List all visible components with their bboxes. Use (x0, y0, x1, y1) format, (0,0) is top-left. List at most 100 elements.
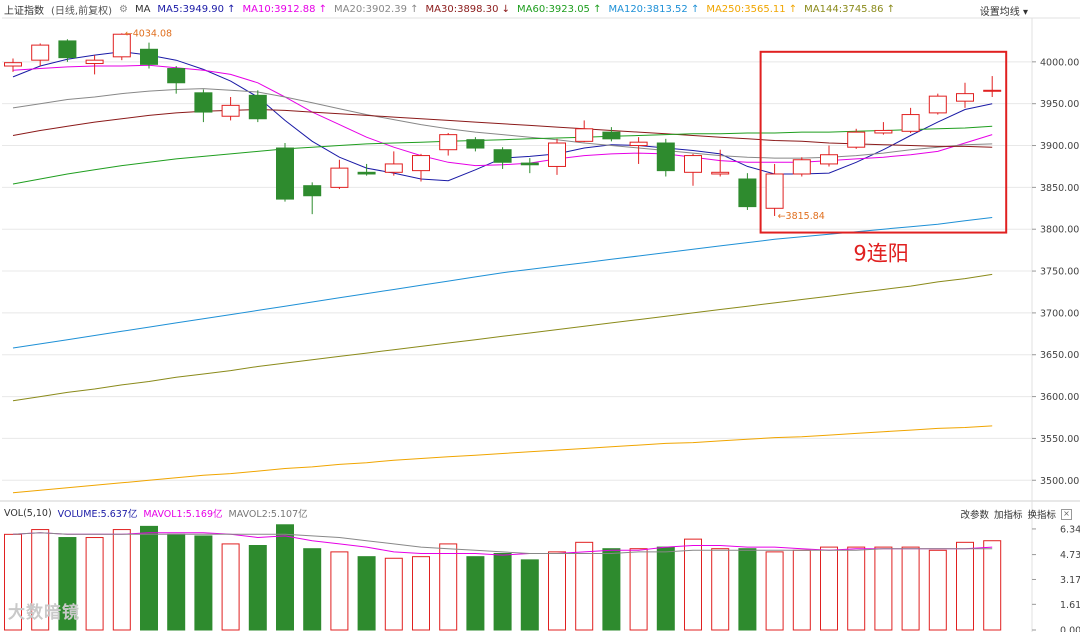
candle-down (194, 92, 213, 113)
candle-up (221, 104, 240, 117)
ma-item-5: MA120:3813.52 ↑ (608, 3, 700, 15)
price-tick-label: 3600.00 (1040, 392, 1079, 403)
mavol1-value: MAVOL1:5.169亿 (143, 509, 223, 520)
candle-down (167, 68, 186, 84)
ma-item-1: MA10:3912.88 ↑ (242, 3, 328, 15)
volume-bar-up (412, 556, 430, 631)
price-tick-label: 3700.00 (1040, 308, 1079, 319)
streak-highlight-box (759, 50, 1008, 234)
candle-down (520, 162, 539, 166)
volume-tools: 改参数 加指标 换指标 × (960, 507, 1072, 521)
vol-label: VOL(5,10) (4, 507, 52, 519)
candle-down (58, 40, 77, 59)
volume-bar-up (956, 541, 974, 631)
candle-up (439, 134, 458, 151)
streak-label: 9连阳 (853, 242, 908, 266)
volume-tick-label: 6.34 (1060, 524, 1080, 535)
volume-bar-up (112, 529, 131, 631)
candle-up (575, 128, 594, 142)
extreme-value-label: ←4034.08 (125, 28, 172, 39)
ma-line-ma120 (12, 217, 993, 349)
price-tick-label: 4000.00 (1040, 57, 1079, 68)
add-indicator-button[interactable]: 加指标 (993, 510, 1023, 521)
ma-label: MA (134, 3, 151, 15)
price-tick-label: 3900.00 (1040, 141, 1079, 152)
candle-down (466, 139, 485, 149)
candle-up (874, 129, 893, 134)
volume-bar-up (820, 546, 838, 631)
volume-header: VOL(5,10) VOLUME:5.637亿 MAVOL1:5.169亿 MA… (0, 506, 314, 521)
volume-bar-down (602, 548, 621, 631)
candle-up (684, 155, 702, 173)
candle-down (602, 131, 621, 140)
edit-params-button[interactable]: 改参数 (960, 510, 989, 521)
volume-value: VOLUME:5.637亿 (57, 509, 138, 520)
ma-item-4: MA60:3923.05 ↑ (517, 3, 602, 15)
volume-bar-down (303, 548, 322, 631)
candle-up (112, 33, 131, 58)
set-ma-button[interactable]: 设置均线 ▾ (979, 7, 1028, 18)
ma-line-ma30 (12, 108, 993, 148)
candle-up (901, 114, 920, 132)
volume-bar-up (4, 533, 22, 631)
gear-icon[interactable]: ⚙ (118, 3, 128, 15)
candle-down (140, 48, 158, 65)
candle-up (548, 142, 566, 167)
candle-up (956, 93, 974, 102)
candle-up (31, 44, 50, 61)
volume-bar-down (738, 548, 757, 631)
period-info: (日线,前复权) (51, 5, 112, 17)
volume-tick-label: 3.17 (1060, 575, 1080, 586)
candle-up (792, 159, 811, 175)
price-tick-label: 3800.00 (1040, 225, 1079, 236)
volume-bar-up (85, 537, 104, 631)
volume-bar-down (58, 537, 77, 631)
candle-up (983, 89, 1002, 92)
candle-down (276, 147, 294, 200)
volume-bar-down (656, 546, 675, 631)
volume-bar-down (248, 545, 267, 631)
candle-down (303, 185, 322, 197)
candle-up (330, 167, 349, 188)
volume-bar-up (548, 551, 566, 631)
volume-bar-down (194, 535, 213, 631)
switch-indicator-button[interactable]: 换指标 (1027, 510, 1056, 521)
candle-down (493, 149, 512, 163)
candle-up (85, 59, 104, 65)
volume-tick-label: 4.73 (1060, 550, 1080, 561)
volume-bar-up (575, 541, 594, 631)
volume-bar-down (167, 533, 186, 631)
volume-bar-up (928, 549, 947, 631)
volume-bar-up (874, 546, 893, 631)
candle-down (357, 171, 376, 175)
volume-bar-down (276, 524, 294, 631)
candle-up (412, 155, 430, 172)
volume-bar-down (140, 525, 158, 631)
close-icon[interactable]: × (1061, 508, 1072, 520)
candle-up (384, 163, 403, 173)
candle-down (248, 94, 267, 120)
volume-bar-up (384, 557, 403, 631)
ma-item-3: MA30:3898.30 ↓ (425, 3, 510, 15)
ma-item-6: MA250:3565.11 ↑ (706, 3, 798, 15)
volume-bar-up (439, 543, 458, 631)
price-tick-label: 3550.00 (1040, 434, 1079, 445)
ma-line-ma250 (12, 425, 993, 494)
volume-bar-up (847, 546, 866, 631)
candle-up (629, 141, 648, 147)
candle-down (656, 142, 675, 172)
price-tick-label: 3650.00 (1040, 350, 1079, 361)
volume-bar-up (792, 549, 811, 631)
ma-item-2: MA20:3902.39 ↑ (334, 3, 419, 15)
index-name: 上证指数 (4, 5, 44, 17)
price-tick-label: 3850.00 (1040, 183, 1079, 194)
volume-bar-up (765, 551, 784, 631)
mavol2-value: MAVOL2:5.107亿 (228, 509, 308, 520)
volume-bar-up (330, 551, 349, 631)
volume-bar-down (520, 559, 539, 631)
volume-bar-up (629, 548, 648, 631)
volume-ma-line-mavol2 (12, 532, 993, 554)
ma-item-0: MA5:3949.90 ↑ (157, 3, 236, 15)
